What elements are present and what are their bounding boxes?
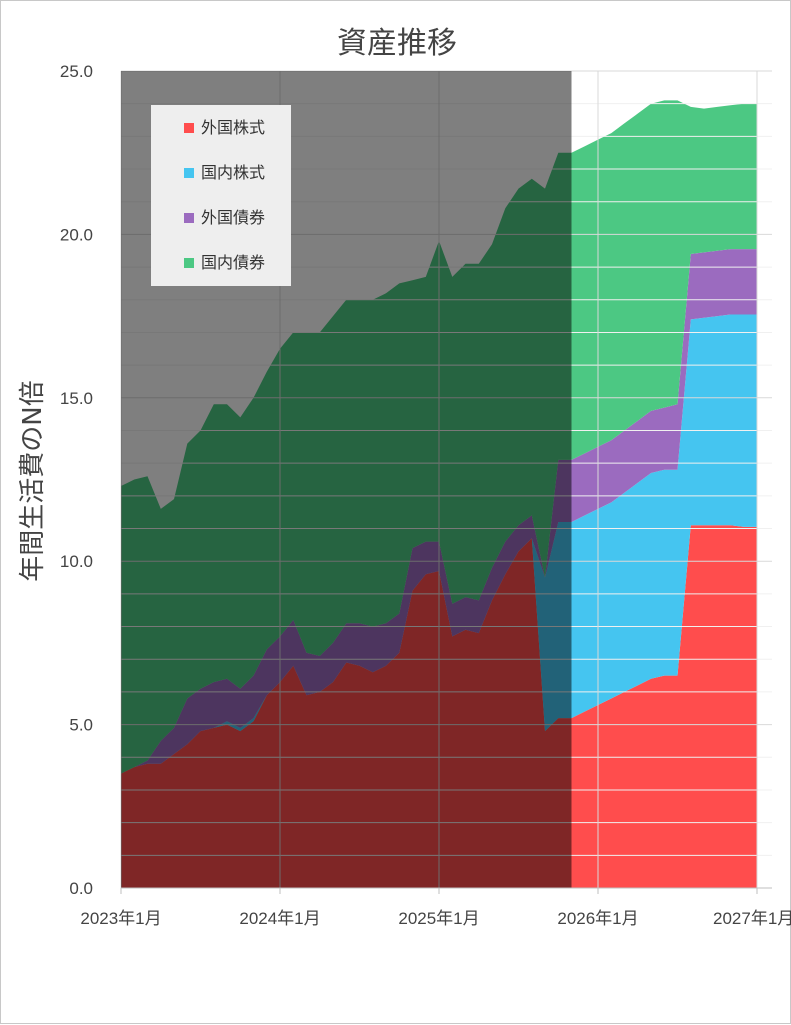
legend-swatch-3: [184, 258, 194, 268]
legend-label-2: 外国債券: [201, 208, 265, 227]
y-tick-label: 20.0: [60, 225, 93, 244]
y-tick-label: 5.0: [69, 716, 93, 735]
legend-label-0: 外国株式: [201, 118, 265, 137]
chart-title: 資産推移: [337, 26, 457, 61]
x-tick-label: 2026年1月: [557, 909, 638, 928]
legend-swatch-0: [184, 123, 194, 133]
legend-label-3: 国内債券: [201, 253, 265, 272]
axes: 0.0 5.0 10.0 15.0 20.0 25.0 2023年1月 2024年1月 2025…: [60, 62, 791, 928]
x-tick-label: 2024年1月: [239, 909, 320, 928]
y-tick-label: 15.0: [60, 389, 93, 408]
legend-swatch-1: [184, 168, 194, 178]
x-tick-label: 2025年1月: [398, 909, 479, 928]
x-tick-label: 2027年1月: [713, 909, 791, 928]
y-tick-label: 0.0: [69, 879, 93, 898]
legend-swatch-2: [184, 213, 194, 223]
y-tick-label: 10.0: [60, 552, 93, 571]
y-tick-label: 25.0: [60, 62, 93, 81]
y-axis-label: 年間生活費のN倍: [18, 380, 48, 581]
x-tick-label: 2023年1月: [80, 909, 161, 928]
legend-box: [151, 105, 291, 286]
legend-label-1: 国内株式: [201, 163, 265, 182]
